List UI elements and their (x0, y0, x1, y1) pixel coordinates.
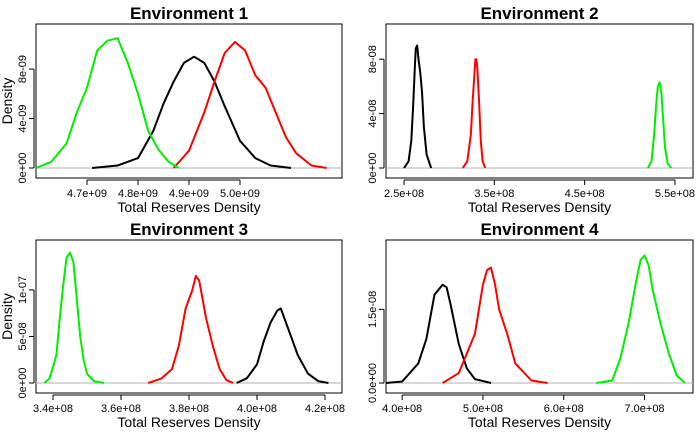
x-tick-label: 4.8e+09 (118, 188, 158, 200)
x-tick-label: 4.9e+09 (169, 188, 209, 200)
panel-3: Environment 3 Total Reserves Density Densi… (0, 220, 345, 430)
x-tick-label: 4.5e+08 (565, 188, 605, 200)
x-tick-label: 5.5e+08 (655, 188, 695, 200)
y-tick-label: 4e-08 (367, 100, 379, 128)
y-tick-label: 0.0e+00 (367, 363, 379, 403)
x-tick-label: 3.8e+08 (169, 403, 209, 415)
y-tick-label: 4e-09 (17, 104, 29, 132)
x-tick-label: 3.6e+08 (101, 403, 141, 415)
x-tick-label: 4.0e+08 (237, 403, 277, 415)
y-tick-label: 0e+00 (17, 368, 29, 399)
plot-frame (385, 23, 694, 179)
panel-title: Environment 1 (130, 4, 248, 23)
density-curve-3 (35, 37, 180, 169)
density-curve-1 (43, 251, 105, 384)
y-tick-label: 8e-09 (17, 55, 29, 83)
y-tick-label: 0e+00 (17, 153, 29, 184)
density-curve-2 (461, 58, 487, 169)
y-axis-label: Density (0, 293, 15, 340)
x-tick-label: 5.0e+08 (463, 403, 503, 415)
panel-2: Environment 2 Total Reserves Density 2.5e+… (367, 4, 695, 215)
y-tick-label: 5e-08 (17, 322, 29, 350)
plot-frame (35, 239, 343, 394)
x-axis-label: Total Reserves Density (117, 414, 260, 430)
x-tick-label: 4.2e+08 (305, 403, 345, 415)
density-curve-1 (385, 283, 492, 384)
panel-4: Environment 4 Total Reserves Density 4.0e+… (367, 220, 694, 430)
plot-frame (385, 239, 694, 394)
density-curve-3 (595, 254, 686, 384)
x-tick-label: 3.5e+08 (474, 188, 514, 200)
x-tick-label: 2.5e+08 (384, 188, 424, 200)
density-curve-1 (403, 44, 433, 169)
density-curve-3 (647, 81, 673, 169)
density-curve-1 (92, 55, 292, 169)
x-tick-label: 5.0e+09 (220, 188, 260, 200)
panel-title: Environment 4 (480, 220, 599, 239)
y-tick-label: 1.5e-08 (367, 291, 379, 328)
x-axis-label: Total Reserves Density (468, 199, 611, 215)
x-tick-label: 6.0e+08 (544, 403, 584, 415)
x-tick-label: 4.0e+08 (382, 403, 422, 415)
y-tick-label: 0e+00 (367, 153, 379, 184)
density-curve-2 (442, 266, 548, 384)
y-tick-label: 8e-08 (367, 45, 379, 73)
panel-title: Environment 3 (130, 220, 248, 239)
x-axis-label: Total Reserves Density (117, 199, 260, 215)
panel-1: Environment 1 Total Reserves Density Densi… (0, 4, 343, 215)
density-curve-2 (147, 274, 234, 384)
plot-frame (35, 23, 343, 179)
panel-title: Environment 2 (480, 4, 598, 23)
x-tick-label: 7.0e+08 (624, 403, 664, 415)
y-tick-label: 1e-07 (17, 276, 29, 304)
density-curve-2 (172, 40, 327, 169)
x-tick-label: 3.4e+08 (33, 403, 73, 415)
density-curve-3 (236, 307, 329, 384)
x-tick-label: 4.7e+09 (67, 188, 107, 200)
x-axis-label: Total Reserves Density (468, 414, 611, 430)
y-axis-label: Density (0, 78, 15, 125)
